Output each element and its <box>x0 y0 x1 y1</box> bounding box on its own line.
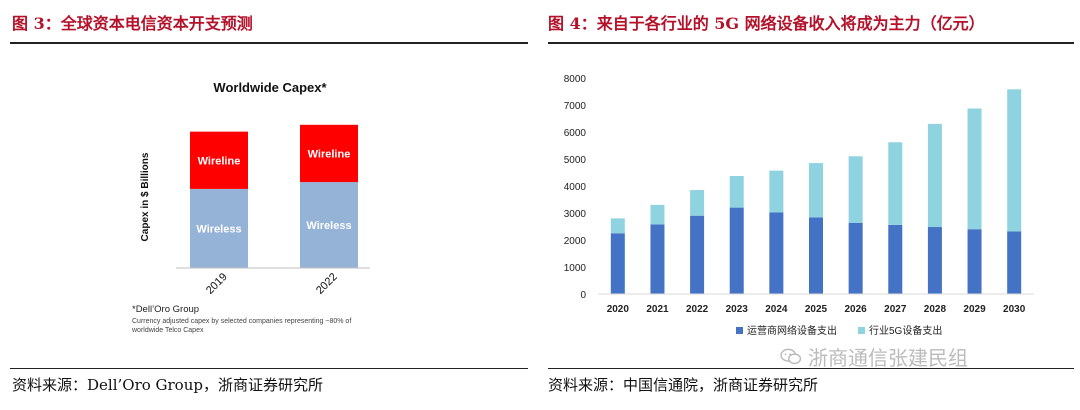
bar-series1-2027 <box>888 224 903 294</box>
wechat-icon <box>780 348 802 364</box>
bar-series1-2024 <box>769 212 784 294</box>
x-tick-2024: 2024 <box>765 304 788 315</box>
bar-series2-2025 <box>809 163 823 218</box>
bar-series1-2029 <box>967 229 982 294</box>
bar-series1-2023 <box>729 207 744 294</box>
bar-series2-2021 <box>650 204 665 225</box>
left-title-rule <box>10 42 528 44</box>
x-tick-2022: 2022 <box>686 304 709 315</box>
y-tick-3000: 3000 <box>564 209 587 220</box>
x-tick-2027: 2027 <box>884 304 907 315</box>
y-tick-1000: 1000 <box>564 263 587 274</box>
legend-label-1: 运营商网络设备支出 <box>747 324 837 337</box>
bar-wireline-2019 <box>190 131 248 189</box>
bar-label-wireless-2022: Wireless <box>306 220 351 232</box>
y-tick-2000: 2000 <box>564 236 587 247</box>
bar-wireline-2022 <box>300 124 358 183</box>
x-tick-2028: 2028 <box>924 304 947 315</box>
bars-group <box>610 89 1022 294</box>
bar-series1-2030 <box>1007 231 1022 294</box>
left-source-rule <box>10 368 528 369</box>
x-tick-labels: 2020 2021 2022 2023 2024 2025 2026 2027 2028 2029… <box>607 304 1026 315</box>
y-tick-0: 0 <box>580 290 586 301</box>
bar-series1-2028 <box>927 227 942 294</box>
y-axis-label: Capex in $ Billions <box>140 152 151 241</box>
x-tick-2023: 2023 <box>726 304 749 315</box>
y-tick-6000: 6000 <box>564 128 587 139</box>
bar-label-wireline-2022: Wireline <box>308 148 351 160</box>
footnote-line-1: Currency adjusted capex by selected comp… <box>132 318 351 325</box>
bar-series2-2030 <box>1007 89 1022 232</box>
right-source-rule <box>548 368 1074 369</box>
bar-series2-2020 <box>610 218 625 234</box>
bar-series2-2026 <box>848 156 863 223</box>
legend-swatch-2 <box>858 327 865 334</box>
chart-title: Worldwide Capex* <box>213 80 327 95</box>
y-tick-5000: 5000 <box>564 155 587 166</box>
right-figure-title: 图 4：来自于各行业的 5G 网络设备收入将成为主力（亿元） <box>548 14 985 33</box>
legend-swatch-1 <box>736 327 743 334</box>
x-tick-2025: 2025 <box>805 304 828 315</box>
bar-series2-2023 <box>729 176 744 208</box>
legend-label-2: 行业5G设备支出 <box>869 324 942 337</box>
right-source: 资料来源：中国信通院，浙商证券研究所 <box>548 376 819 394</box>
right-figure: 图 4：来自于各行业的 5G 网络设备收入将成为主力（亿元） 0 1000 2000… <box>548 0 1080 410</box>
bar-series1-2021 <box>650 224 665 294</box>
bar-series1-2020 <box>610 233 625 294</box>
bar-wireless-2019 <box>190 188 248 268</box>
x-tick-labels: 2019 2022 <box>204 271 340 297</box>
bar-series2-2024 <box>769 170 784 213</box>
bar-label-wireline-2019: Wireline <box>198 155 241 167</box>
x-tick-2029: 2029 <box>963 304 986 315</box>
bar-label-wireless-2019: Wireless <box>196 223 241 235</box>
legend: 运营商网络设备支出 行业5G设备支出 <box>736 324 942 337</box>
footnote-title: *Dell’Oro Group <box>132 304 199 315</box>
x-tick-2019: 2019 <box>204 271 230 297</box>
right-title-rule <box>548 42 1074 44</box>
watermark-text: 浙商通信张建民组 <box>808 346 968 370</box>
left-source: 资料来源：Dell’Oro Group，浙商证券研究所 <box>12 376 323 394</box>
bars-group: Wireless Wireline Wireless Wireline <box>190 124 358 268</box>
left-figure: 图 3：全球资本电信资本开支预测 Worldwide Capex* Capex … <box>0 0 528 410</box>
y-tick-4000: 4000 <box>564 182 587 193</box>
x-tick-2026: 2026 <box>845 304 868 315</box>
x-tick-2022: 2022 <box>314 271 340 297</box>
bar-series1-2026 <box>848 222 863 294</box>
footnote-line-2: worldwide Telco Capex <box>131 327 204 334</box>
worldwide-capex-chart: Worldwide Capex* Capex in $ Billions Wir… <box>131 80 370 334</box>
y-tick-8000: 8000 <box>564 74 587 85</box>
watermark: 浙商通信张建民组 <box>780 342 968 371</box>
bar-series2-2027 <box>888 142 903 225</box>
y-tick-7000: 7000 <box>564 101 587 112</box>
bar-series2-2028 <box>927 123 942 228</box>
x-tick-2020: 2020 <box>607 304 630 315</box>
bar-wireless-2022 <box>300 182 358 268</box>
x-tick-2021: 2021 <box>646 304 669 315</box>
x-tick-2030: 2030 <box>1003 304 1026 315</box>
bar-series1-2022 <box>690 215 705 294</box>
y-axis-ticks: 0 1000 2000 3000 4000 5000 6000 7000 8000 <box>564 74 587 301</box>
bar-series1-2025 <box>809 217 823 294</box>
bar-series2-2022 <box>690 190 705 216</box>
bar-series2-2029 <box>967 108 982 230</box>
left-figure-title: 图 3：全球资本电信资本开支预测 <box>12 14 253 33</box>
